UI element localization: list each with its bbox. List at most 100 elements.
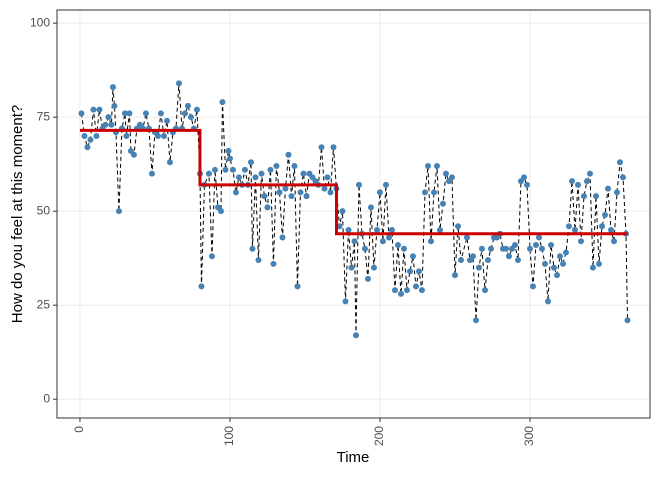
data-point [352, 332, 359, 339]
data-point [547, 242, 554, 249]
data-point [318, 144, 325, 151]
data-point [415, 268, 422, 275]
data-point [610, 238, 617, 245]
x-tick-label: 200 [372, 426, 386, 446]
data-point [276, 189, 283, 196]
data-point [166, 159, 173, 166]
data-point [198, 283, 205, 290]
data-point [96, 106, 103, 113]
data-point [247, 159, 254, 166]
data-point [219, 99, 226, 106]
data-point [463, 234, 470, 241]
data-point [232, 189, 239, 196]
data-point [613, 189, 620, 196]
data-point [109, 84, 116, 91]
data-point [484, 257, 491, 264]
data-point [111, 102, 118, 109]
data-point [523, 181, 530, 188]
data-point [126, 110, 133, 117]
data-point [93, 132, 100, 139]
data-point [376, 189, 383, 196]
y-tick-label: 100 [30, 15, 50, 29]
data-point [252, 174, 259, 181]
data-point [370, 264, 377, 271]
data-point [433, 163, 440, 170]
data-point [355, 181, 362, 188]
data-point [225, 148, 232, 155]
data-point [270, 260, 277, 267]
data-point [478, 245, 485, 252]
data-point [279, 234, 286, 241]
data-point [583, 178, 590, 185]
data-point [481, 287, 488, 294]
data-point [181, 110, 188, 117]
data-point [300, 170, 307, 177]
x-tick-label: 0 [72, 426, 86, 433]
data-point [160, 132, 167, 139]
data-point [321, 185, 328, 192]
data-point [538, 245, 545, 252]
data-point [451, 272, 458, 279]
data-point [574, 181, 581, 188]
y-tick-label: 75 [37, 109, 51, 123]
data-point [273, 163, 280, 170]
data-point [535, 234, 542, 241]
data-point [342, 298, 349, 305]
data-point [541, 260, 548, 267]
data-point [409, 253, 416, 260]
data-point [348, 264, 355, 271]
data-point [397, 290, 404, 297]
data-point [345, 226, 352, 233]
y-tick-label: 0 [43, 391, 50, 405]
data-point [595, 260, 602, 267]
data-point [385, 234, 392, 241]
data-point [448, 174, 455, 181]
data-point [427, 238, 434, 245]
data-point [261, 193, 268, 200]
data-point [211, 166, 218, 173]
data-point [487, 245, 494, 252]
data-point [592, 193, 599, 200]
data-point [187, 114, 194, 121]
y-tick-label: 50 [37, 203, 51, 217]
data-point [184, 102, 191, 109]
data-point [297, 189, 304, 196]
data-point [406, 268, 413, 275]
data-point [529, 283, 536, 290]
data-point [568, 178, 575, 185]
data-point [475, 264, 482, 271]
data-point [142, 110, 149, 117]
data-point [556, 253, 563, 260]
data-point [193, 106, 200, 113]
data-point [403, 287, 410, 294]
data-point [526, 245, 533, 252]
data-point [249, 245, 256, 252]
data-point [586, 170, 593, 177]
data-point [226, 155, 233, 162]
data-point [336, 223, 343, 230]
x-axis-label: Time [337, 449, 370, 466]
data-point [105, 114, 112, 121]
data-point [175, 80, 182, 87]
data-point [418, 287, 425, 294]
data-point [457, 257, 464, 264]
data-point [351, 238, 358, 245]
data-point [604, 185, 611, 192]
data-point [430, 189, 437, 196]
data-point [84, 144, 91, 151]
data-point [330, 144, 337, 151]
data-point [364, 275, 371, 282]
data-point [580, 193, 587, 200]
data-point [102, 121, 109, 128]
data-point [285, 151, 292, 158]
data-point [394, 242, 401, 249]
data-point [217, 208, 224, 215]
data-point [469, 253, 476, 260]
data-point [121, 110, 128, 117]
data-point [361, 245, 368, 252]
plot-border [56, 9, 651, 419]
data-point [442, 170, 449, 177]
data-point [258, 170, 265, 177]
data-point [505, 253, 512, 260]
